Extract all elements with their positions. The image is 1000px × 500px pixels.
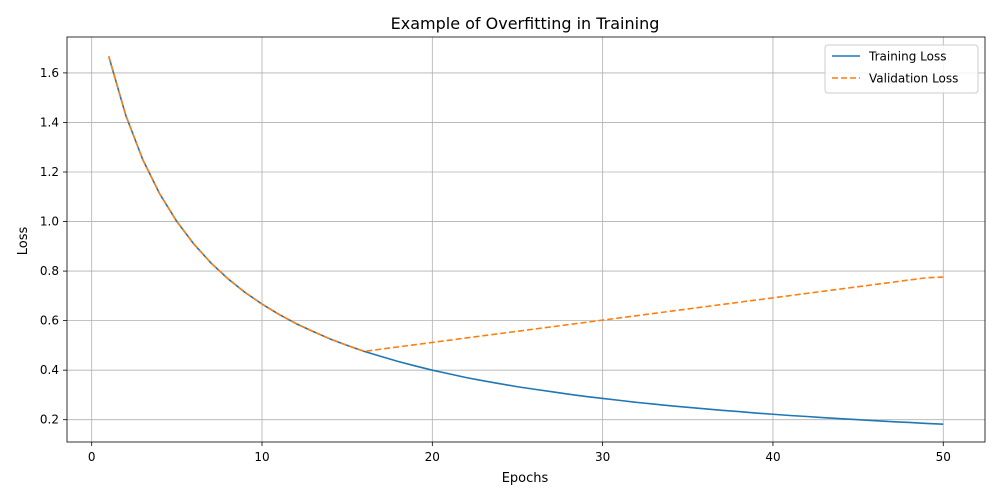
series-line-validation-loss xyxy=(107,56,944,353)
y-tick-label: 1.6 xyxy=(40,66,59,80)
x-tick-label: 10 xyxy=(254,450,269,464)
x-tick-label: 0 xyxy=(88,450,96,464)
x-tick-label: 50 xyxy=(936,450,951,464)
x-axis-ticks: 0 10 20 30 40 50 xyxy=(88,442,951,464)
y-tick-label: 0.2 xyxy=(40,413,59,427)
axes-frame xyxy=(66,36,986,443)
y-tick-label: 0.8 xyxy=(40,264,59,278)
series-group xyxy=(107,56,944,425)
y-tick-label: 1.4 xyxy=(40,115,59,129)
x-axis-label: Epochs xyxy=(502,471,549,486)
y-tick-label: 1.2 xyxy=(40,165,59,179)
y-tick-label: 0.4 xyxy=(40,363,59,377)
y-tick-label: 0.6 xyxy=(40,314,59,328)
grid xyxy=(67,37,985,442)
y-axis-label: Loss xyxy=(16,227,31,256)
legend-box xyxy=(824,44,979,94)
x-tick-label: 30 xyxy=(595,450,610,464)
y-tick-label: 1.0 xyxy=(40,215,59,229)
x-tick-label: 40 xyxy=(765,450,780,464)
legend-label: Validation Loss xyxy=(869,72,958,86)
x-tick-label: 20 xyxy=(425,450,440,464)
legend-label: Training Loss xyxy=(868,50,946,64)
y-axis-ticks: 0.2 0.4 0.6 0.8 1.0 1.2 1.4 1.6 xyxy=(40,66,67,427)
legend: Training Loss Validation Loss xyxy=(824,44,979,94)
chart-title: Example of Overfitting in Training xyxy=(391,14,660,33)
